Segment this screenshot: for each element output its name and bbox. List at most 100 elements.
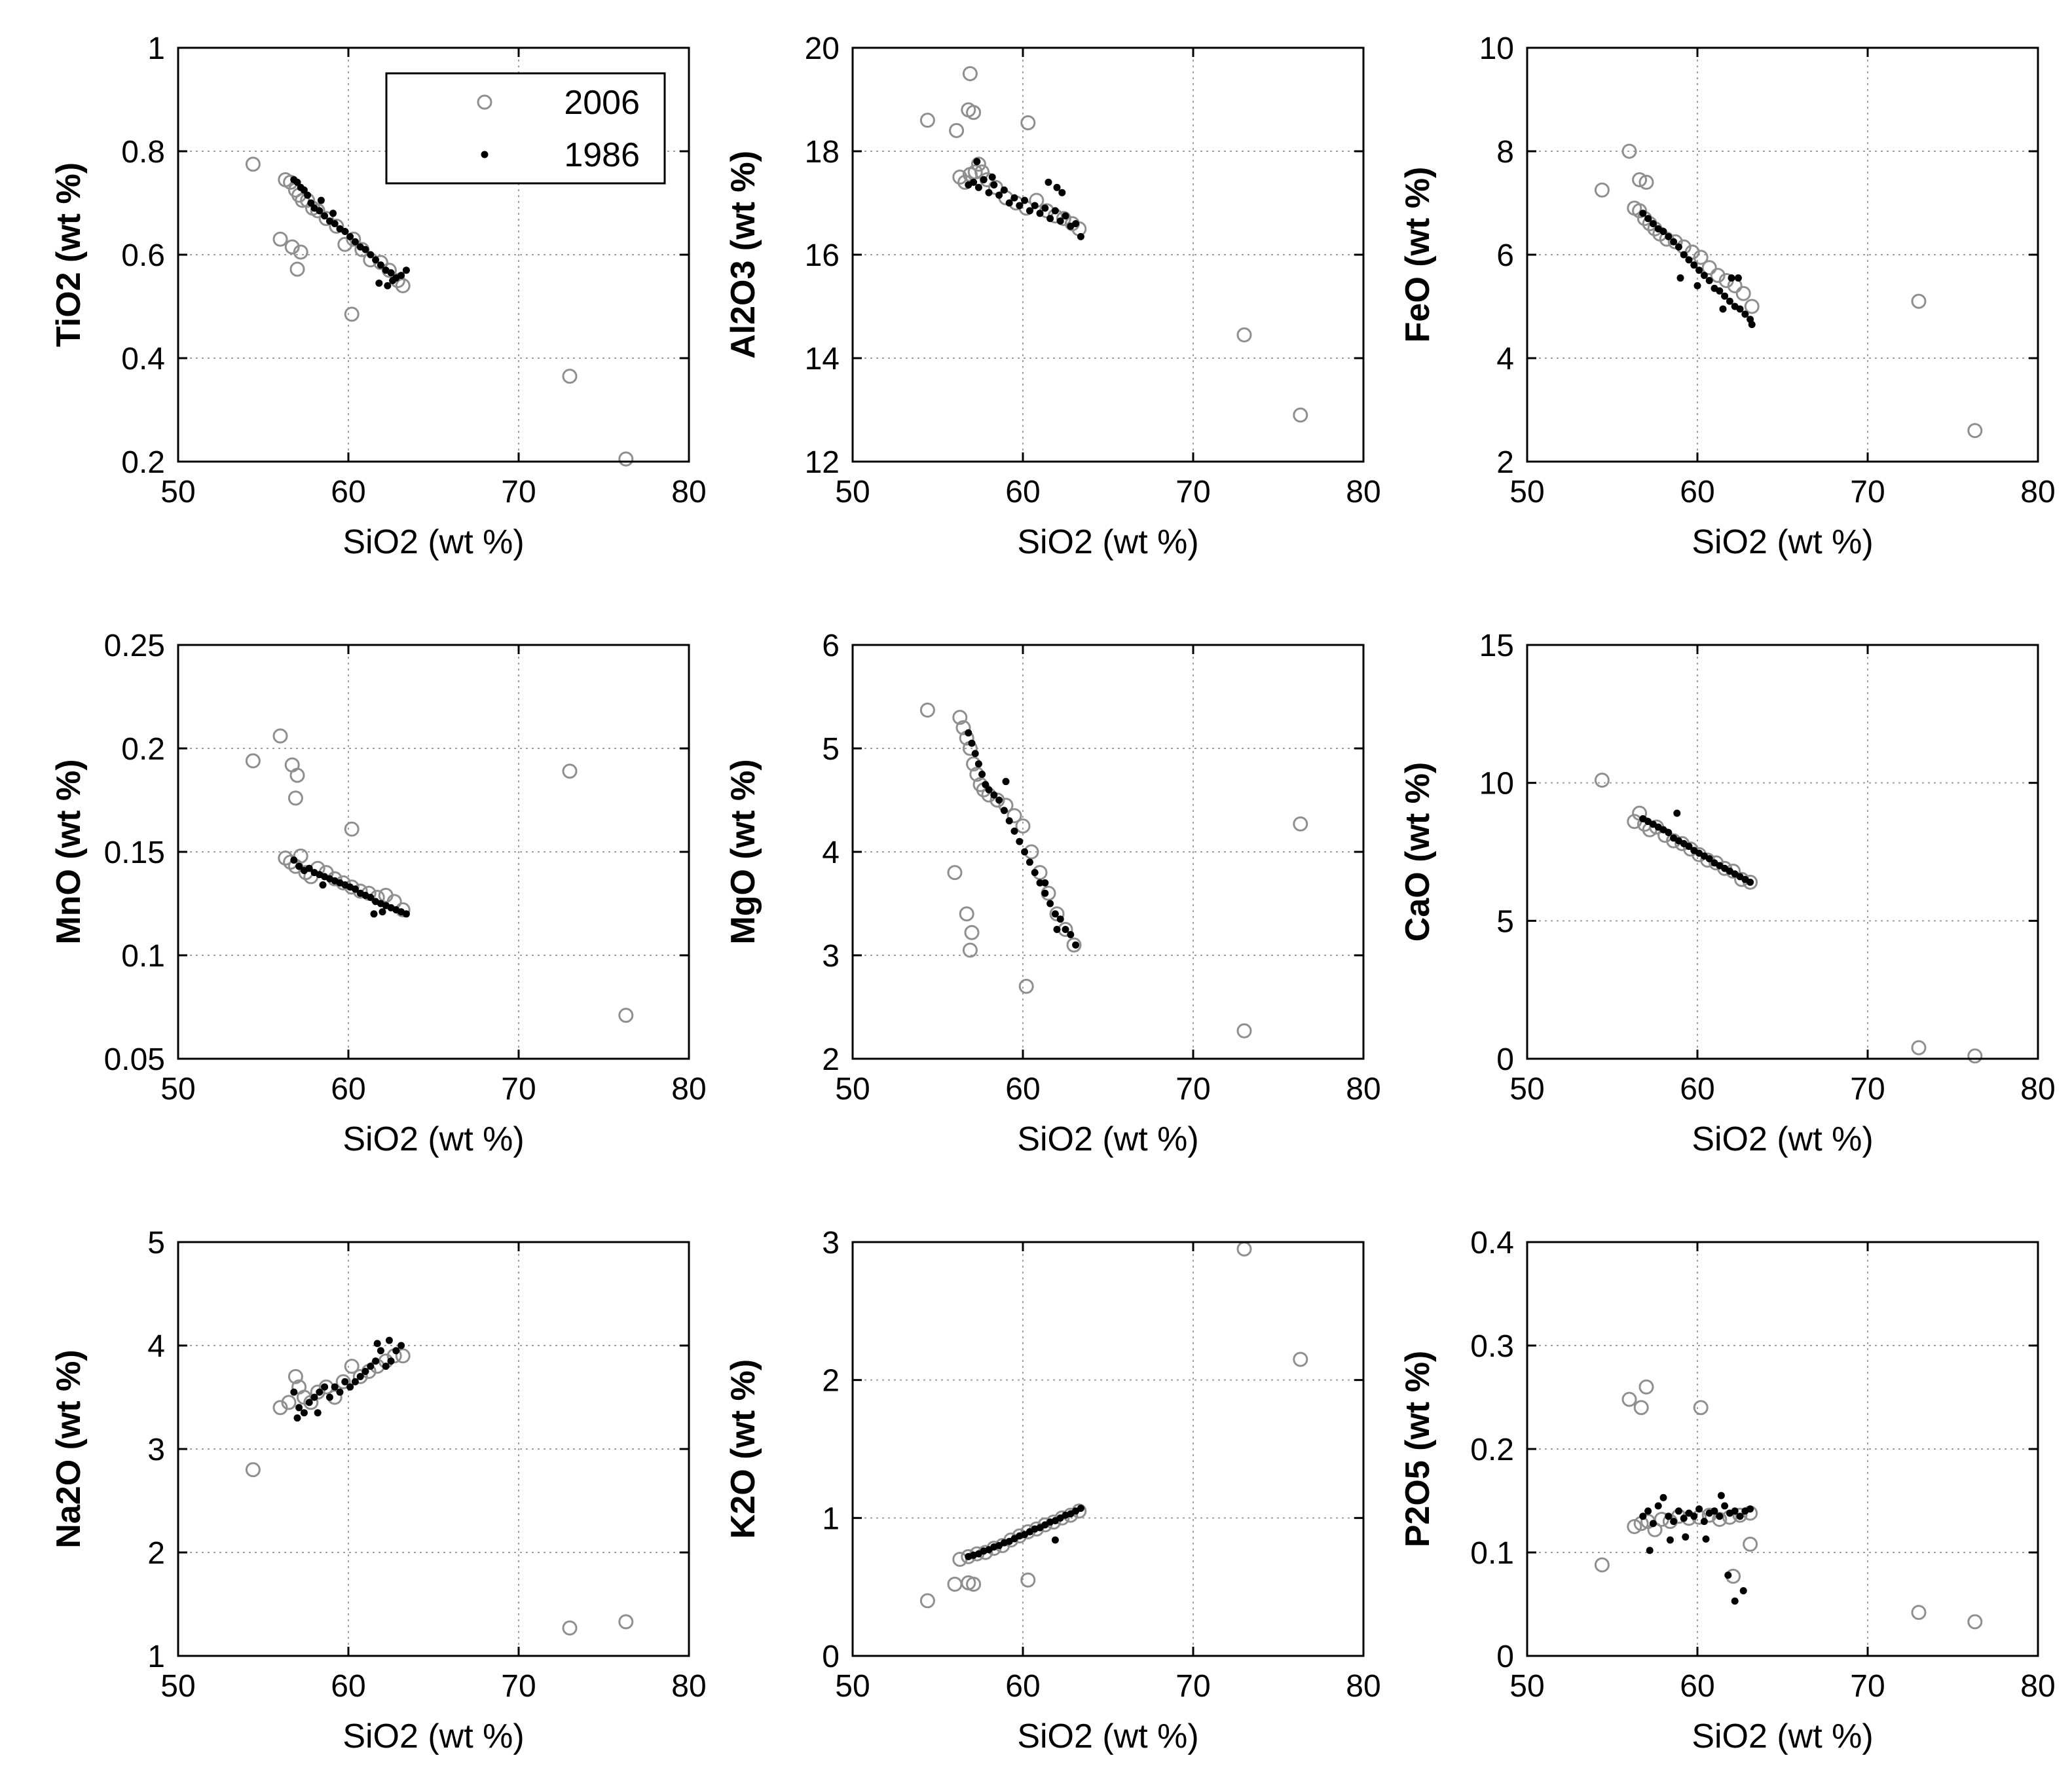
point-2006 — [1293, 816, 1308, 832]
point-1986 — [1685, 256, 1693, 264]
point-1986 — [1666, 1536, 1674, 1544]
y-tick-label: 0.8 — [121, 135, 165, 170]
point-2006 — [1621, 143, 1637, 159]
point-1986 — [373, 1340, 381, 1348]
x-tick-label: 70 — [501, 475, 536, 509]
point-1986 — [1072, 941, 1080, 949]
point-2006 — [952, 170, 968, 185]
point-1986 — [1644, 1507, 1652, 1515]
legend-marker-2006 — [477, 94, 492, 110]
point-1986 — [293, 178, 301, 186]
point-2006 — [395, 1348, 411, 1364]
panel-8: 50 60 70 80 0 1 2 3 SiO2 (wt %) K2O (wt %) — [724, 1226, 1381, 1755]
y-tick-label: 0.05 — [104, 1042, 165, 1077]
point-1986 — [990, 181, 998, 189]
point-1986 — [1728, 274, 1735, 282]
point-1986 — [1051, 207, 1059, 215]
point-1986 — [341, 1378, 349, 1385]
point-1986 — [325, 1393, 333, 1401]
point-1986 — [1654, 1502, 1662, 1510]
point-1986 — [307, 199, 315, 207]
point-1986 — [1724, 1571, 1732, 1579]
point-1986 — [1673, 809, 1681, 817]
x-tick-label: 70 — [1850, 475, 1885, 509]
x-tick-label: 80 — [2020, 1072, 2055, 1107]
point-1986 — [398, 272, 405, 280]
point-1986 — [370, 910, 378, 918]
point-2006 — [962, 66, 978, 81]
x-tick-label: 80 — [1346, 475, 1380, 509]
point-1986 — [1685, 843, 1693, 851]
y-tick-label: 3 — [147, 1433, 165, 1467]
point-2006 — [990, 792, 1005, 808]
point-1986 — [982, 780, 990, 788]
point-2006 — [618, 1614, 634, 1630]
point-1986 — [1726, 297, 1733, 305]
point-1986 — [1002, 778, 1010, 786]
point-1986 — [973, 158, 981, 166]
point-1986 — [290, 856, 298, 864]
point-1986 — [1676, 274, 1684, 282]
point-2006 — [1638, 174, 1654, 190]
point-2006 — [562, 369, 578, 384]
point-2006 — [1236, 1241, 1252, 1257]
x-axis-label: SiO2 (wt %) — [1692, 1717, 1873, 1755]
point-2006 — [1594, 772, 1610, 788]
point-1986 — [1031, 202, 1039, 210]
point-1986 — [1644, 215, 1652, 223]
point-2006 — [284, 239, 300, 255]
point-1986 — [1646, 1547, 1654, 1554]
y-tick-label: 0.25 — [104, 629, 165, 663]
point-1986 — [985, 786, 993, 794]
point-2006 — [1967, 1048, 1983, 1064]
point-2006 — [1744, 299, 1760, 314]
y-tick-label: 0.2 — [1470, 1433, 1514, 1467]
x-tick-label: 50 — [160, 475, 195, 509]
point-2006 — [1049, 906, 1065, 922]
point-1986 — [1705, 855, 1713, 863]
point-2006 — [1743, 1536, 1758, 1552]
point-1986 — [316, 1388, 324, 1396]
panel-5: 50 60 70 80 2 3 4 5 6 SiO2 (wt %) MgO (wt %) — [724, 629, 1381, 1158]
point-1986 — [1051, 1536, 1059, 1544]
point-1986 — [367, 1363, 375, 1370]
point-2006 — [287, 1368, 303, 1384]
x-tick-label: 50 — [835, 475, 870, 509]
point-1986 — [1036, 210, 1044, 217]
point-2006 — [618, 1008, 634, 1023]
point-2006 — [919, 1593, 935, 1609]
x-tick-label: 60 — [1680, 1072, 1714, 1107]
point-2006 — [964, 925, 980, 940]
x-axis-label: SiO2 (wt %) — [1692, 1120, 1873, 1158]
y-tick-label: 4 — [1496, 342, 1514, 376]
y-axis-label: FeO (wt %) — [1399, 167, 1437, 343]
point-1986 — [1731, 1507, 1739, 1515]
y-tick-label: 15 — [1479, 629, 1514, 663]
point-1986 — [1716, 287, 1724, 295]
point-2006 — [1735, 285, 1751, 301]
y-tick-label: 4 — [147, 1329, 165, 1364]
point-2006 — [952, 1552, 968, 1568]
y-tick-label: 8 — [1496, 135, 1514, 170]
legend: 2006 1986 — [385, 72, 666, 185]
y-tick-label: 0.1 — [1470, 1536, 1514, 1571]
point-2006 — [287, 790, 303, 806]
point-2006 — [1710, 268, 1726, 284]
point-1986 — [290, 1388, 298, 1396]
point-1986 — [995, 796, 1003, 804]
point-1986 — [331, 220, 339, 228]
point-2006 — [955, 720, 971, 735]
point-2006 — [1693, 1400, 1709, 1416]
point-1986 — [321, 1383, 329, 1391]
point-1986 — [351, 885, 359, 893]
point-2006 — [281, 1395, 297, 1410]
x-tick-label: 60 — [331, 1072, 365, 1107]
y-tick-label: 0.15 — [104, 835, 165, 870]
y-tick-label: 5 — [822, 732, 840, 767]
point-1986 — [1734, 274, 1742, 282]
point-2006 — [1638, 1379, 1654, 1395]
point-2006 — [1693, 249, 1709, 265]
y-tick-label: 0 — [1496, 1640, 1514, 1674]
point-1986 — [1700, 272, 1708, 280]
point-2006 — [1293, 1351, 1308, 1367]
